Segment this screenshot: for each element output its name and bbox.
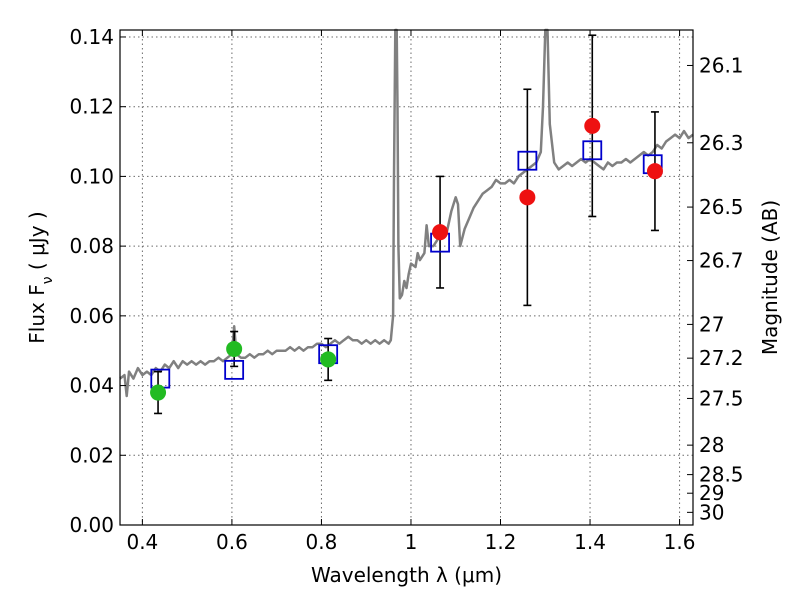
x-tick-label: 0.6 xyxy=(216,530,248,554)
x-tick-label: 0.4 xyxy=(126,530,158,554)
y-axis-right-title: Magnitude (AB) xyxy=(758,200,782,355)
model-square-marker xyxy=(582,140,603,161)
model-square-marker xyxy=(517,150,538,171)
grid xyxy=(120,30,693,526)
x-tick-label: 0.8 xyxy=(306,530,338,554)
axis-ticks: 0.4 0.6 0.8 1 1.2 1.4 1.6 0.00 0.02 0.04 0.06 0.08 0… xyxy=(69,25,743,554)
x-tick-label: 1.4 xyxy=(574,530,606,554)
x-tick-label: 1 xyxy=(405,530,418,554)
mag-tick-label: 26.5 xyxy=(699,195,744,219)
mag-tick-label: 26.7 xyxy=(699,249,744,273)
y-tick-label: 0.02 xyxy=(69,443,114,467)
y-tick-label: 0.08 xyxy=(69,234,114,258)
mag-tick-label: 28 xyxy=(699,433,724,457)
spectrum-line xyxy=(119,28,694,398)
y-tick-label: 0.14 xyxy=(69,25,114,49)
mag-tick-label: 29 xyxy=(699,481,724,505)
mag-tick-label: 27.5 xyxy=(699,386,744,410)
y-tick-label: 0.12 xyxy=(69,95,114,119)
green-data-point xyxy=(150,384,167,401)
spectrum-series xyxy=(119,28,694,398)
y-tick-label: 0.04 xyxy=(69,374,114,398)
plot-frame xyxy=(119,29,694,526)
green-data-point xyxy=(226,340,243,357)
model-square-marker xyxy=(224,359,245,380)
mag-tick-label: 30 xyxy=(699,500,724,524)
mag-tick-label: 28.5 xyxy=(699,463,744,487)
mag-tick-label: 27 xyxy=(699,312,724,336)
x-axis-title: Wavelength λ (μm) xyxy=(311,563,502,587)
red-data-point xyxy=(432,224,449,241)
red-data-point xyxy=(584,117,601,134)
x-tick-label: 1.2 xyxy=(485,530,517,554)
y-axis-title: Flux Fν ( μJy ) xyxy=(25,211,56,343)
mag-tick-label: 26.3 xyxy=(699,131,744,155)
red-data-point xyxy=(646,163,663,180)
y-tick-label: 0.06 xyxy=(69,304,114,328)
y-tick-label: 0.00 xyxy=(69,513,114,537)
observed-points xyxy=(150,117,663,401)
x-tick-label: 1.6 xyxy=(664,530,696,554)
mag-tick-label: 27.2 xyxy=(699,346,744,370)
y-tick-label: 0.10 xyxy=(69,164,114,188)
mag-tick-label: 26.1 xyxy=(699,53,744,77)
green-data-point xyxy=(320,351,337,368)
red-data-point xyxy=(519,189,536,206)
